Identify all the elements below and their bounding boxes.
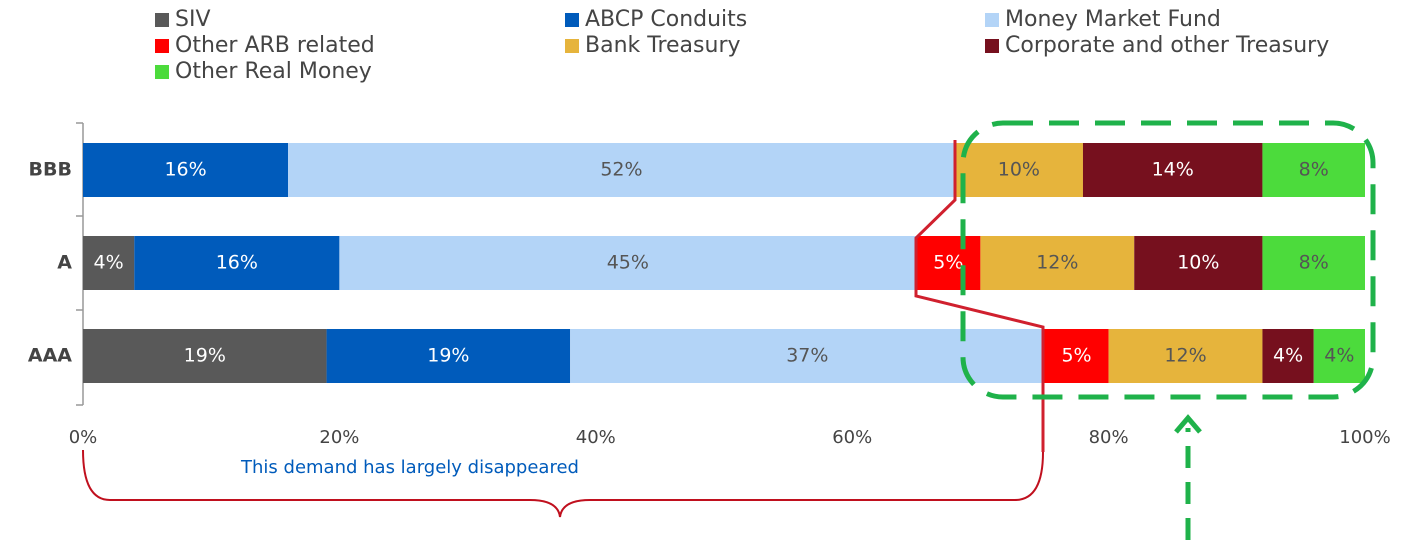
bar-segment [1262, 143, 1365, 197]
x-tick-label: 60% [832, 427, 872, 448]
bar-segment [1044, 329, 1109, 383]
value-label: 5% [933, 252, 963, 274]
legend-label: Other ARB related [175, 33, 375, 58]
boundary-line [914, 140, 1045, 452]
bar-segment [1262, 236, 1365, 290]
bar-segment [134, 236, 340, 290]
value-label: 19% [427, 345, 469, 367]
bar-segment [1082, 143, 1263, 197]
value-label: 8% [1299, 252, 1329, 274]
legend-swatch [155, 13, 169, 27]
value-label: 14% [1152, 159, 1194, 181]
legend-swatch [985, 13, 999, 27]
value-label: 10% [1177, 252, 1219, 274]
value-label: 10% [998, 159, 1040, 181]
category-label: BBB [29, 159, 72, 181]
legend-label: Other Real Money [175, 59, 372, 84]
value-label: 16% [164, 159, 206, 181]
x-tick-label: 100% [1339, 427, 1390, 448]
value-label: 4% [1324, 345, 1354, 367]
legend-label: Money Market Fund [1005, 7, 1221, 32]
bar-segment [1134, 236, 1263, 290]
highlight-box [960, 120, 1376, 400]
category-label: AAA [28, 345, 72, 367]
legend-swatch [155, 39, 169, 53]
x-tick-label: 0% [69, 427, 98, 448]
bar-segment [980, 236, 1135, 290]
value-label: 52% [600, 159, 642, 181]
x-tick-label: 40% [576, 427, 616, 448]
legend-label: ABCP Conduits [585, 7, 747, 32]
x-tick-label: 20% [319, 427, 359, 448]
value-label: 37% [786, 345, 828, 367]
value-label: 12% [1036, 252, 1078, 274]
value-label: 4% [1273, 345, 1303, 367]
bar-segment [1108, 329, 1263, 383]
bar-segment [1313, 329, 1365, 383]
legend-swatch [565, 13, 579, 27]
value-label: 45% [607, 252, 649, 274]
arrow-head [1174, 414, 1202, 434]
value-label: 8% [1299, 159, 1329, 181]
annotation: This demand has largely disappeared [240, 457, 579, 478]
value-label: 4% [94, 252, 124, 274]
bar-segment [916, 236, 981, 290]
bar-segment [83, 143, 289, 197]
value-label: 19% [184, 345, 226, 367]
legend-swatch [985, 39, 999, 53]
value-label: 16% [216, 252, 258, 274]
category-separators [76, 122, 83, 406]
bar-segment [288, 143, 955, 197]
bar-segment [339, 236, 917, 290]
legend-label: Corporate and other Treasury [1005, 33, 1329, 58]
value-label: 12% [1164, 345, 1206, 367]
legend-swatch [565, 39, 579, 53]
legend-label: Bank Treasury [585, 33, 741, 58]
value-label: 5% [1061, 345, 1091, 367]
bar-segment [83, 236, 135, 290]
legend-swatch [155, 65, 169, 79]
category-label: A [57, 252, 72, 274]
x-tick-label: 80% [1089, 427, 1129, 448]
bar-segment [83, 329, 327, 383]
bar-segment [326, 329, 571, 383]
bar-segment [954, 143, 1083, 197]
legend-label: SIV [175, 7, 211, 32]
bar-segment [1262, 329, 1314, 383]
brace [82, 449, 1044, 518]
